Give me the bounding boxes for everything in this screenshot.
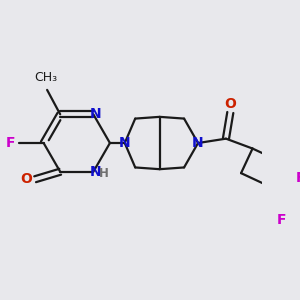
Text: F: F [277, 212, 286, 226]
Text: N: N [119, 136, 130, 150]
Text: F: F [296, 171, 300, 184]
Text: N: N [192, 136, 204, 150]
Text: F: F [6, 136, 15, 150]
Text: O: O [224, 97, 236, 111]
Text: N: N [89, 165, 101, 179]
Text: O: O [20, 172, 32, 186]
Text: H: H [99, 167, 109, 180]
Text: N: N [89, 107, 101, 121]
Text: CH₃: CH₃ [34, 71, 57, 84]
